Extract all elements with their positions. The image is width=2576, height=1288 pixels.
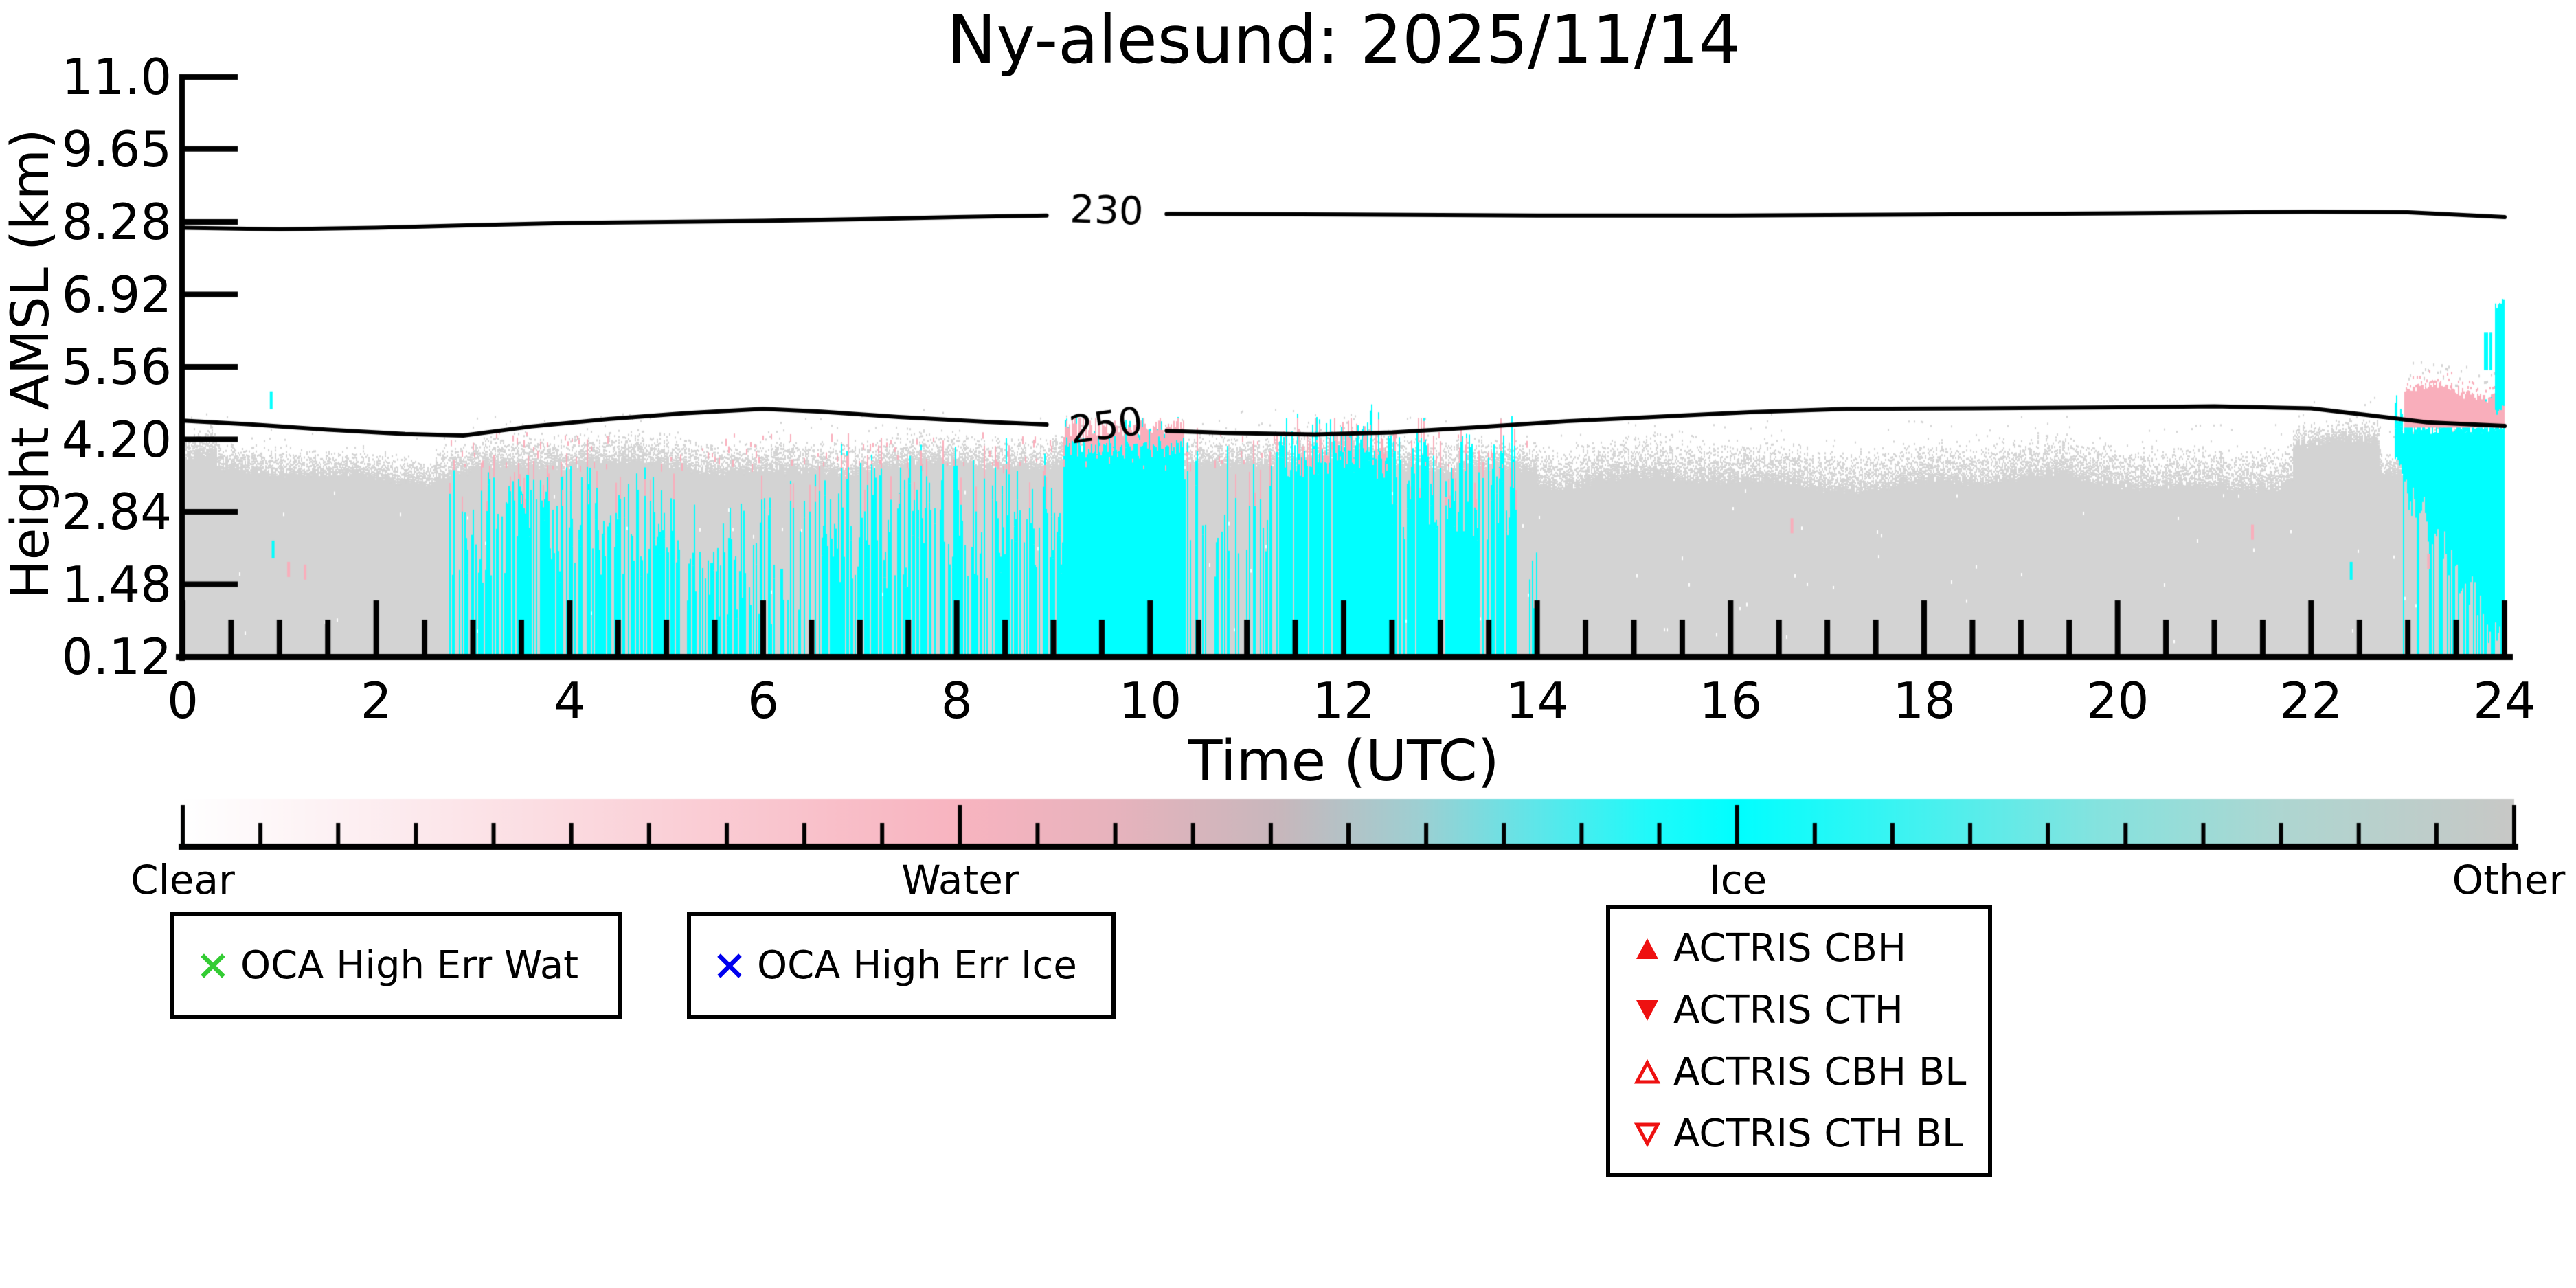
triangle-up-filled-icon — [1636, 938, 1658, 959]
legend-actris: ACTRIS CBH ACTRIS CTH ACTRIS CBH BL ACTR… — [1606, 905, 1992, 1177]
y-tick-label: 9.65 — [61, 120, 172, 178]
y-tick-label: 2.84 — [61, 483, 172, 541]
legend-actris-row: ACTRIS CBH — [1634, 929, 1966, 968]
legend-oca-wat-label: OCA High Err Wat — [240, 942, 579, 988]
x-tick-label: 12 — [1312, 672, 1375, 730]
colorbar-label-other: Other — [2452, 857, 2566, 903]
x-axis-label: Time (UTC) — [1188, 729, 1500, 794]
x-tick-label: 22 — [2279, 672, 2343, 730]
legend-actris-row: ACTRIS CTH BL — [1634, 1115, 1966, 1153]
y-tick-label: 1.48 — [61, 555, 172, 613]
y-tick-label: 11.0 — [61, 48, 172, 106]
x-tick-labels: 0 2 4 6 8 10 12 14 16 18 20 22 24 — [0, 676, 2576, 731]
x-tick-label: 4 — [554, 672, 586, 730]
y-tick-label: 5.56 — [61, 338, 172, 396]
y-tick-label: 6.92 — [61, 265, 172, 324]
legend-oca-high-err-wat: OCA High Err Wat — [170, 912, 622, 1019]
x-tick-label: 10 — [1118, 672, 1182, 730]
triangle-up-open-icon — [1634, 1059, 1661, 1084]
legend-actris-cbh-label: ACTRIS CBH — [1673, 926, 1907, 971]
page-title: Ny-alesund: 2025/11/14 — [947, 1, 1741, 78]
colorbar-label-water: Water — [901, 857, 1019, 903]
legend-actris-row: ACTRIS CTH — [1634, 991, 1966, 1030]
x-tick-label: 16 — [1699, 672, 1763, 730]
y-tick-label: 4.20 — [61, 410, 172, 468]
legend-actris-cth-bl-label: ACTRIS CTH BL — [1673, 1111, 1964, 1156]
x-tick-label: 8 — [940, 672, 973, 730]
x-marker-green-icon — [201, 953, 225, 978]
x-tick-label: 6 — [747, 672, 779, 730]
x-tick-label: 2 — [360, 672, 392, 730]
x-tick-label: 18 — [1893, 672, 1956, 730]
triangle-down-open-icon — [1634, 1122, 1661, 1148]
x-tick-label: 14 — [1505, 672, 1569, 730]
legend-oca-high-err-ice: OCA High Err Ice — [687, 912, 1116, 1019]
x-tick-label: 20 — [2086, 672, 2149, 730]
legend-actris-cth-label: ACTRIS CTH — [1673, 988, 1903, 1032]
colorbar-label-ice: Ice — [1708, 857, 1767, 903]
x-tick-label: 24 — [2473, 672, 2536, 730]
x-tick-label: 0 — [167, 672, 199, 730]
y-tick-label: 0.12 — [61, 628, 172, 686]
legend-actris-cbh-bl-label: ACTRIS CBH BL — [1673, 1050, 1967, 1094]
x-marker-blue-icon — [717, 953, 742, 978]
legend-actris-row: ACTRIS CBH BL — [1634, 1053, 1966, 1092]
colorbar-label-clear: Clear — [131, 857, 235, 903]
triangle-down-filled-icon — [1636, 1000, 1658, 1021]
legend-oca-ice-label: OCA High Err Ice — [757, 942, 1077, 988]
y-tick-label: 8.28 — [61, 193, 172, 251]
y-tick-labels: 11.0 9.65 8.28 6.92 5.56 4.20 2.84 1.48 0.12 — [0, 0, 172, 1288]
